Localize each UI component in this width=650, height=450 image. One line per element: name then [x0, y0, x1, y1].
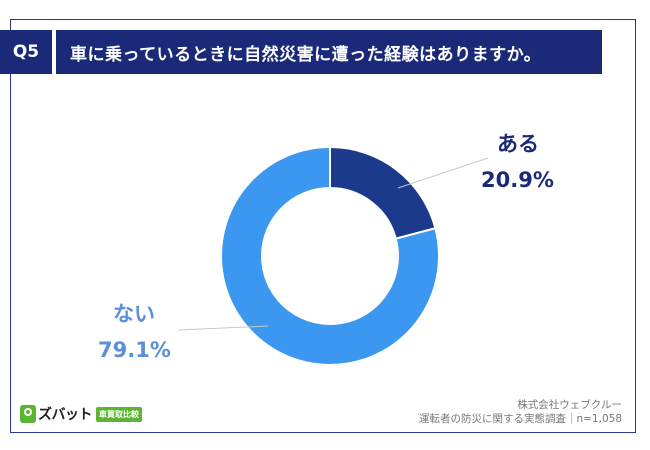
donut-slice-no: [220, 145, 440, 366]
chart-title: 車に乗っているときに自然災害に遭った経験はありますか。: [56, 30, 602, 74]
leader-line-no: [177, 325, 269, 331]
donut-slice-yes: [329, 145, 437, 240]
survey-info: 運転者の防災に関する実態調査｜n=1,058: [418, 413, 622, 425]
value-label-no: 79.1%: [98, 338, 171, 362]
value-label-yes: 20.9%: [481, 168, 554, 192]
car-key-icon: [20, 405, 36, 423]
question-badge: Q5: [0, 30, 52, 74]
leader-line-yes: [397, 157, 489, 189]
category-label-yes: ある: [497, 132, 539, 156]
category-label-no: ない: [113, 302, 155, 326]
logo-tag: 車買取比較: [96, 406, 142, 422]
company-name: 株式会社ウェブクルー: [517, 399, 622, 411]
chart-frame: [10, 19, 636, 433]
brand-logo: ズバット 車買取比較: [20, 403, 142, 425]
logo-text: ズバット: [38, 407, 93, 423]
source-note: 株式会社ウェブクルー 運転者の防災に関する実態調査｜n=1,058: [419, 398, 622, 426]
